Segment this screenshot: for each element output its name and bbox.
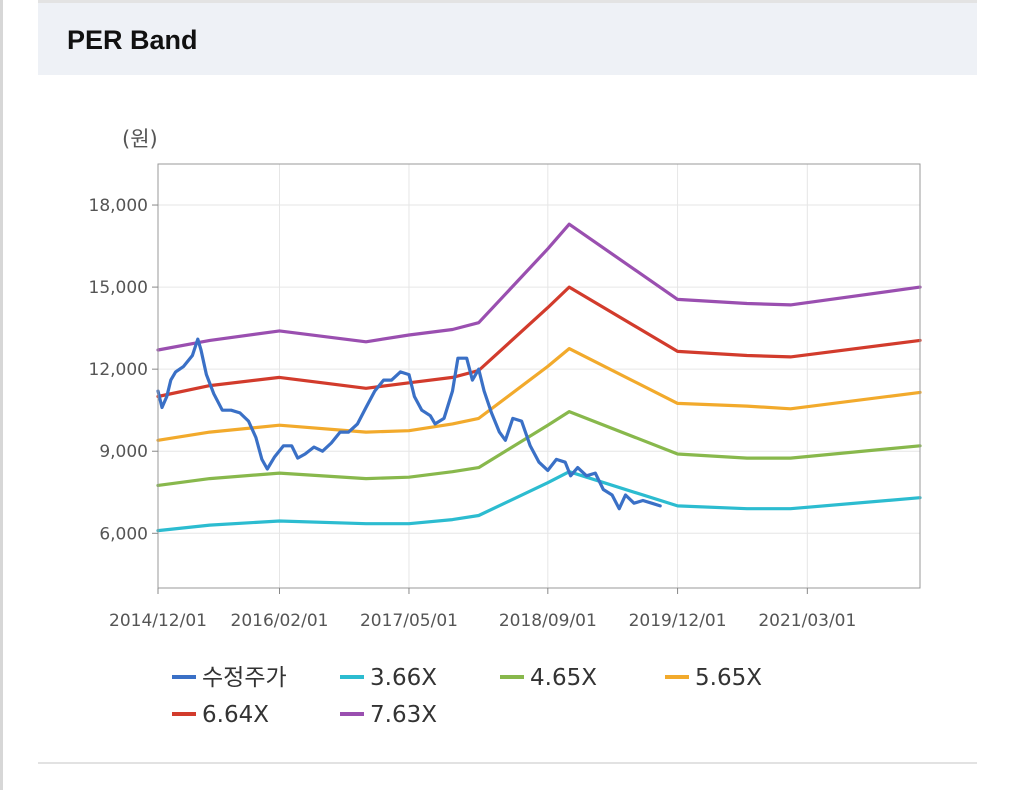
card-title: PER Band — [67, 25, 198, 55]
per-band-chart: (원) 6,000 9,000 12,000 15,000 18,000 2014/12/0… — [89, 127, 922, 728]
x-tick-label: 2019/12/01 — [629, 611, 727, 631]
axes: (원) 6,000 9,000 12,000 15,000 18,000 2014/12/0… — [89, 127, 857, 631]
legend-label: 5.65X — [695, 665, 762, 691]
x-tick-label: 2014/12/01 — [109, 611, 207, 631]
left-border — [0, 0, 3, 790]
series-line-3.66X — [156, 470, 922, 533]
y-tick-label: 18,000 — [89, 196, 148, 216]
grid — [157, 164, 920, 588]
y-tick-label: 12,000 — [89, 360, 148, 380]
x-tick-label: 2017/05/01 — [360, 611, 458, 631]
legend-item: 3.66X — [340, 665, 437, 691]
legend: 수정주가 3.66X 4.65X 5.65X 6.64X 7.63X — [172, 665, 762, 728]
legend-item: 7.63X — [340, 702, 437, 728]
legend-label: 6.64X — [202, 702, 269, 728]
y-tick-label: 15,000 — [89, 278, 148, 298]
legend-label: 7.63X — [370, 702, 437, 728]
legend-label: 4.65X — [530, 665, 597, 691]
card-header: PER Band — [38, 3, 977, 75]
y-tick-label: 9,000 — [99, 442, 148, 462]
series-line-4.65X — [156, 410, 922, 487]
x-tick-label: 2018/09/01 — [499, 611, 597, 631]
x-tick-label: 2016/02/01 — [231, 611, 329, 631]
legend-label: 3.66X — [370, 665, 437, 691]
legend-item: 수정주가 — [172, 665, 287, 691]
plot-area-border — [157, 163, 921, 589]
legend-item: 5.65X — [665, 665, 762, 691]
card-top-border — [38, 0, 977, 3]
series-line-7.63X — [156, 222, 922, 352]
y-tick-label: 6,000 — [99, 524, 148, 544]
series-lines — [156, 222, 922, 533]
series-line-5.65X — [156, 347, 922, 442]
legend-label: 수정주가 — [202, 665, 287, 691]
legend-item: 4.65X — [500, 665, 597, 691]
legend-item: 6.64X — [172, 702, 269, 728]
x-tick-label: 2021/03/01 — [758, 611, 856, 631]
per-band-card: PER Band (원) 6,000 9,000 12,000 15,000 18,000… — [38, 0, 977, 764]
series-line-수정주가 — [156, 337, 662, 511]
y-axis-unit-label: (원) — [122, 127, 158, 151]
